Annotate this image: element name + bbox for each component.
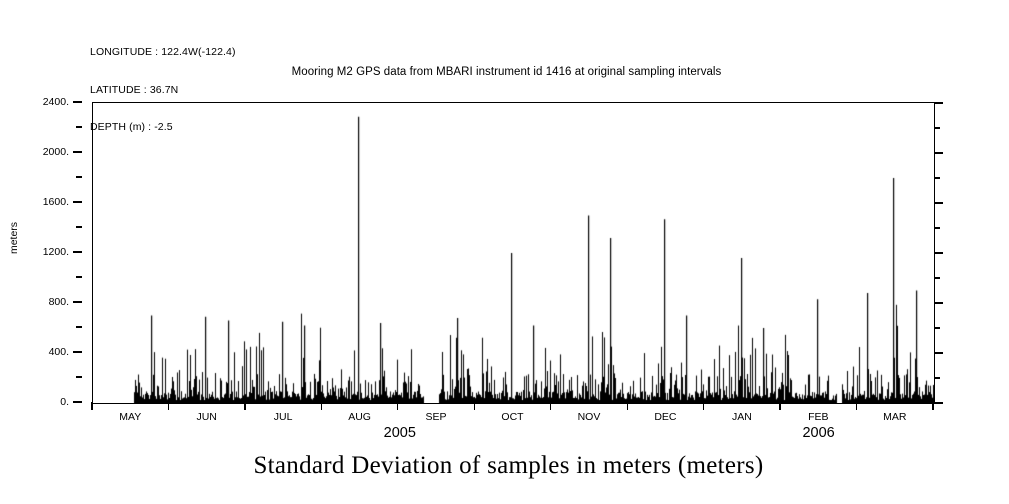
y-tick-major [73, 301, 82, 303]
y-tick-major-right [934, 202, 943, 204]
x-axis: MAY JUN JUL AUG SEP OCT NOV DEC JAN FEB MAR [91, 402, 934, 428]
x-tick-label-feb: FEB [808, 411, 829, 423]
year-label: 2005 [383, 425, 416, 441]
y-tick-label: 2000. [42, 146, 69, 158]
y-tick-minor-right [934, 277, 940, 279]
x-tick-label-dec: DEC [654, 411, 677, 423]
x-tick [932, 402, 934, 410]
y-tick-minor-right [934, 177, 940, 179]
y-tick-minor [76, 326, 82, 328]
x-tick [91, 402, 93, 410]
y-tick-major [73, 151, 82, 153]
y-tick-label: 0. [60, 396, 69, 408]
x-tick [779, 402, 781, 410]
y-tick-minor [76, 276, 82, 278]
y-tick-major [73, 401, 82, 403]
longitude-text: LONGITUDE : 122.4W(-122.4) [90, 46, 236, 58]
data-series-canvas [93, 103, 934, 403]
y-tick-major [73, 351, 82, 353]
y-tick-label: 400. [48, 346, 69, 358]
y-tick-major-right [934, 102, 943, 104]
x-tick [244, 402, 246, 410]
y-tick-minor-right [934, 377, 940, 379]
latitude-text: LATITUDE : 36.7N [90, 83, 179, 96]
x-tick-label-nov: NOV [577, 411, 601, 423]
y-tick-minor-right [934, 227, 940, 229]
figure-caption: Standard Deviation of samples in meters … [253, 452, 764, 479]
x-tick-label-sep: SEP [425, 411, 447, 423]
year-labels: 2005 2006 [92, 425, 933, 447]
x-tick [397, 402, 399, 410]
x-tick [550, 402, 552, 410]
x-tick-label-jan: JAN [731, 411, 752, 423]
y-tick-minor [76, 176, 82, 178]
y-tick-minor [76, 226, 82, 228]
y-tick-label: 800. [48, 296, 69, 308]
y-tick-major-right [934, 352, 943, 354]
x-tick-label-mar: MAR [883, 411, 907, 423]
y-tick-minor [76, 126, 82, 128]
y-tick-label: 2400. [42, 96, 69, 108]
x-tick [702, 402, 705, 410]
y-tick-major-right [934, 402, 943, 404]
x-tick [855, 402, 858, 410]
y-tick-major [73, 201, 82, 203]
year-label: 2006 [802, 425, 835, 441]
y-axis-title: meters [8, 221, 20, 255]
x-tick-label-jun: JUN [196, 411, 217, 423]
y-tick-minor-right [934, 127, 940, 129]
x-tick-label-oct: OCT [501, 411, 524, 423]
x-tick-label-aug: AUG [348, 411, 371, 423]
x-tick [626, 402, 628, 410]
x-tick [320, 402, 322, 410]
y-tick-major-right [934, 302, 943, 304]
chart-title: Mooring M2 GPS data from MBARI instrumen… [291, 66, 722, 78]
x-tick-label-may: MAY [119, 411, 142, 423]
y-tick-minor [76, 376, 82, 378]
plot-area [93, 103, 934, 403]
y-tick-minor-right [934, 327, 940, 329]
y-tick-major [73, 251, 82, 253]
y-tick-major-right [934, 252, 943, 254]
y-tick-label: 1600. [42, 196, 69, 208]
y-tick-major [73, 101, 82, 103]
y-axis: 0. 400. 800. 1200. 1600. 2000. 2400. [0, 96, 82, 408]
y-tick-major-right [934, 152, 943, 154]
x-tick [473, 402, 475, 410]
y-tick-label: 1200. [42, 246, 69, 258]
plot-frame [92, 102, 943, 404]
x-tick-label-jul: JUL [273, 411, 293, 423]
x-tick [167, 402, 170, 410]
